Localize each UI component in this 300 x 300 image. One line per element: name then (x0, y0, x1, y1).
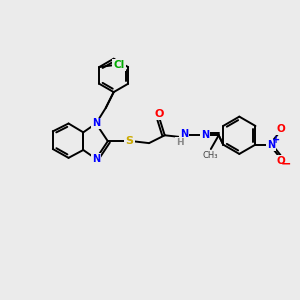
Text: N: N (180, 129, 188, 139)
Text: S: S (125, 136, 134, 146)
Text: Cl: Cl (113, 60, 124, 70)
Text: N: N (92, 118, 100, 128)
Text: N: N (92, 154, 100, 164)
Text: O: O (277, 156, 285, 166)
Text: CH₃: CH₃ (202, 152, 218, 160)
Text: N: N (267, 140, 275, 150)
Text: O: O (154, 109, 164, 119)
Text: N: N (201, 130, 209, 140)
Text: O: O (277, 124, 285, 134)
Text: +: + (272, 135, 280, 145)
Text: H: H (176, 138, 183, 147)
Text: −: − (280, 158, 291, 171)
